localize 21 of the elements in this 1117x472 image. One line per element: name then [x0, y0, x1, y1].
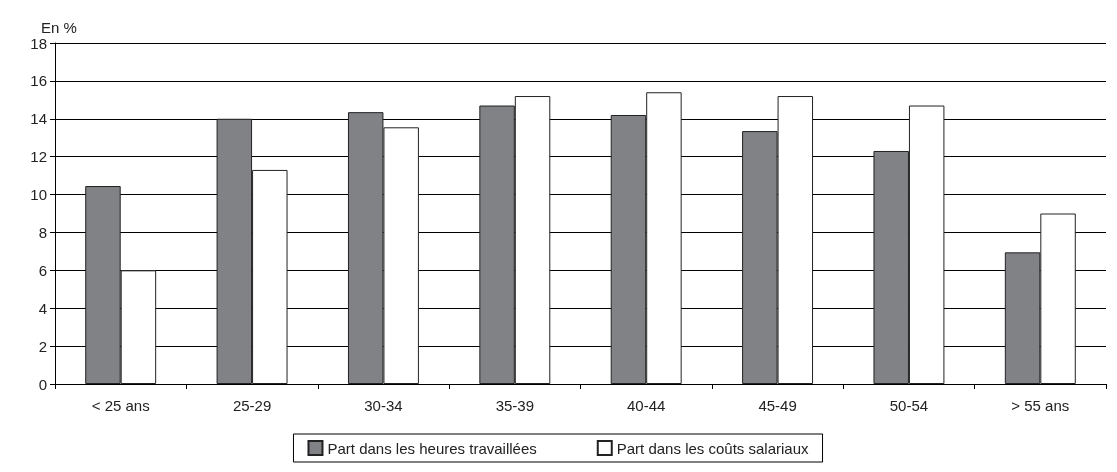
y-tick-label: 16 — [30, 72, 47, 90]
legend-label: Part dans les heures travaillées — [327, 439, 537, 457]
y-axis-title: En % — [41, 19, 77, 36]
y-tick-label: 12 — [30, 148, 47, 166]
y-tick-label: 8 — [38, 223, 47, 241]
x-tick-label: > 55 ans — [1011, 397, 1070, 414]
x-tick-label: 45-49 — [758, 397, 797, 414]
x-tick-label: 50-54 — [889, 397, 929, 414]
y-tick-label: 18 — [30, 34, 47, 52]
x-tick-label: 40-44 — [627, 397, 666, 414]
x-tick-label: < 25 ans — [91, 397, 150, 414]
y-tick-label: 6 — [38, 261, 47, 279]
x-tick-label: 35-39 — [495, 397, 534, 414]
x-tick-label: 25-29 — [232, 397, 272, 414]
y-tick-label: 4 — [38, 299, 47, 317]
legend-label: Part dans les coûts salariaux — [616, 439, 810, 457]
y-tick-label: 0 — [38, 375, 47, 393]
y-tick-label: 14 — [30, 110, 47, 128]
x-tick-label: 30-34 — [364, 397, 403, 414]
y-tick-label: 10 — [30, 186, 47, 204]
y-tick-label: 2 — [38, 337, 47, 355]
